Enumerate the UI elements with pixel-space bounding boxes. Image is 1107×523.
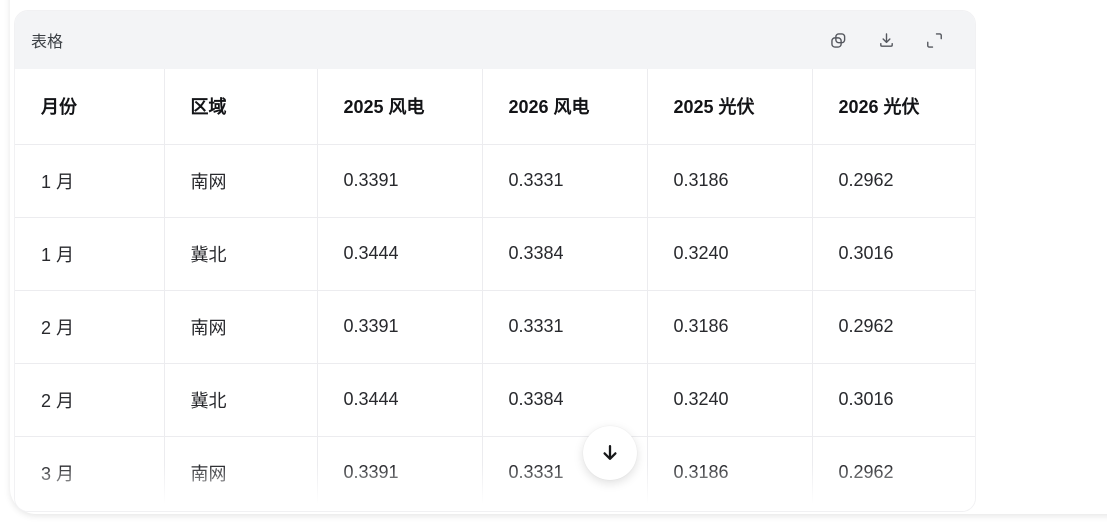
column-header-3: 2026 风电 — [482, 69, 648, 145]
column-header-0: 月份 — [15, 69, 165, 145]
table-row: 1 月冀北 0.3444 0.3384 0.3240 0.3016 — [15, 217, 975, 291]
table-cell: 0.3186 — [647, 290, 813, 364]
widget-title: 表格 — [31, 34, 64, 51]
table-cell: 南网 — [164, 144, 318, 218]
expand-icon — [926, 32, 942, 48]
table-cell: 0.2962 — [812, 290, 975, 364]
table-cell: 2 月 — [15, 363, 165, 437]
table-cell: 0.3444 — [317, 217, 483, 291]
table-row: 2 月南网 0.3391 0.3331 0.3186 0.2962 — [15, 290, 975, 364]
table-row: 1 月南网 0.3391 0.3331 0.3186 0.2962 — [15, 144, 975, 218]
download-icon — [879, 32, 893, 47]
table-cell: 1 月 — [15, 144, 165, 218]
table-cell: 0.3240 — [647, 217, 813, 291]
scroll-down-button[interactable] — [583, 426, 637, 480]
table-cell: 冀北 — [164, 217, 318, 291]
table-cell: 0.3331 — [482, 290, 648, 364]
table-cell: 冀北 — [164, 363, 318, 437]
table-cell: 0.3391 — [317, 290, 483, 364]
table-row: 3 月南网 0.3391 0.3331 0.3186 0.2962 — [15, 436, 975, 510]
table-body: 1 月南网 0.3391 0.3331 0.3186 0.2962 1 月冀北 0.3444… — [15, 144, 975, 510]
table-cell: 0.3186 — [647, 144, 813, 218]
table-cell: 0.3186 — [647, 436, 813, 510]
table-row: 2 月冀北 0.3444 0.3384 0.3240 0.3016 — [15, 363, 975, 437]
table-cell: 2 月 — [15, 290, 165, 364]
table-cell: 0.3016 — [812, 363, 975, 437]
table-cell: 0.3331 — [482, 144, 648, 218]
table-cell: 0.3384 — [482, 217, 648, 291]
table-cell: 1 月 — [15, 217, 165, 291]
table-cell: 0.2962 — [812, 144, 975, 218]
column-header-1: 区域 — [164, 69, 318, 145]
download-button[interactable] — [875, 29, 897, 51]
table-cell: 0.3016 — [812, 217, 975, 291]
expand-button[interactable] — [923, 29, 945, 51]
column-header-4: 2025 光伏 — [647, 69, 813, 145]
table-cell: 0.3444 — [317, 363, 483, 437]
column-header-2: 2025 风电 — [317, 69, 483, 145]
data-table: 月份 区域 2025 风电 2026 风电 2025 光伏 2026 光伏 1 月南网 0.… — [15, 69, 975, 510]
table-cell: 0.3391 — [317, 144, 483, 218]
table-cell: 0.3384 — [482, 363, 648, 437]
table-cell: 0.3391 — [317, 436, 483, 510]
table-cell: 0.3240 — [647, 363, 813, 437]
table-cell: 0.2962 — [812, 436, 975, 510]
table-cell: 3 月 — [15, 436, 165, 510]
widget-header: 表格 — [15, 11, 975, 69]
copy-icon — [830, 32, 845, 48]
table-header-row: 月份 区域 2025 风电 2026 风电 2025 光伏 2026 光伏 — [15, 69, 975, 145]
copy-button[interactable] — [827, 29, 849, 51]
table-cell: 南网 — [164, 436, 318, 510]
widget-toolbar — [827, 29, 945, 51]
table-widget-card: 表格 — [14, 10, 976, 512]
column-header-5: 2026 光伏 — [812, 69, 975, 145]
table-head: 月份 区域 2025 风电 2026 风电 2025 光伏 2026 光伏 — [15, 69, 975, 145]
arrow-down-icon — [603, 445, 617, 460]
table-cell: 南网 — [164, 290, 318, 364]
